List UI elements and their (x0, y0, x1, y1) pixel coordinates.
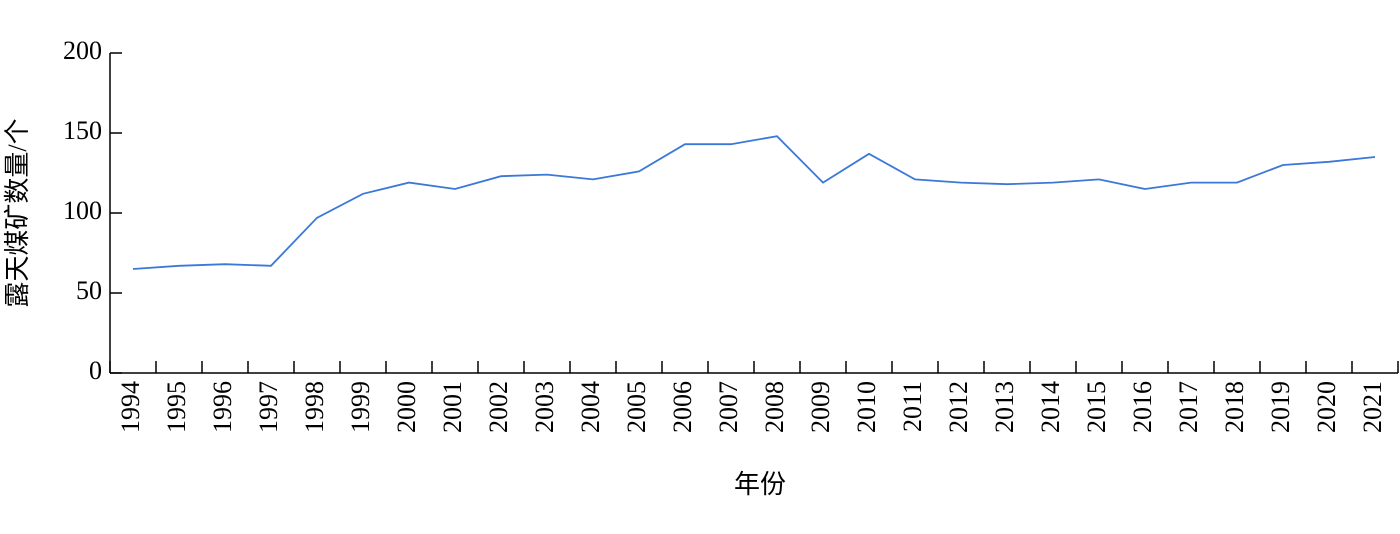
x-tick-label: 2007 (714, 381, 743, 433)
x-tick-label: 2015 (1082, 381, 1111, 433)
x-tick-label: 2001 (438, 381, 467, 433)
y-tick-label: 150 (63, 116, 102, 145)
x-tick-label: 1994 (116, 381, 145, 433)
y-axis-label: 露天煤矿数量/个 (3, 118, 32, 307)
x-tick-label: 2013 (990, 381, 1019, 433)
x-tick-label: 2002 (484, 381, 513, 433)
y-tick-label: 100 (63, 196, 102, 225)
x-tick-label: 2010 (852, 381, 881, 433)
x-tick-label: 1998 (300, 381, 329, 433)
x-tick-label: 2005 (622, 381, 651, 433)
x-tick-label: 1995 (162, 381, 191, 433)
x-tick-label: 1999 (346, 381, 375, 433)
x-tick-label: 2000 (392, 381, 421, 433)
x-tick-label: 2006 (668, 381, 697, 433)
x-tick-label: 1997 (254, 381, 283, 433)
x-tick-label: 2016 (1128, 381, 1157, 433)
x-tick-label: 2018 (1220, 381, 1249, 433)
x-tick-label: 2021 (1358, 381, 1387, 433)
x-tick-label: 2017 (1174, 381, 1203, 433)
x-tick-label: 2011 (898, 381, 927, 432)
y-tick-label: 200 (63, 36, 102, 65)
x-axis-label: 年份 (734, 470, 786, 499)
x-tick-label: 1996 (208, 381, 237, 433)
line (132, 135, 1376, 270)
y-tick-label: 0 (89, 356, 102, 385)
x-tick-label: 2014 (1036, 381, 1065, 433)
x-tick-label: 2012 (944, 381, 973, 433)
x-tick-label: 2003 (530, 381, 559, 433)
x-tick-label: 2020 (1312, 381, 1341, 433)
x-tick-label: 2004 (576, 381, 605, 433)
x-tick-label: 2009 (806, 381, 835, 433)
x-tick-label: 2019 (1266, 381, 1295, 433)
y-tick-label: 50 (76, 276, 102, 305)
x-tick-label: 2008 (760, 381, 789, 433)
